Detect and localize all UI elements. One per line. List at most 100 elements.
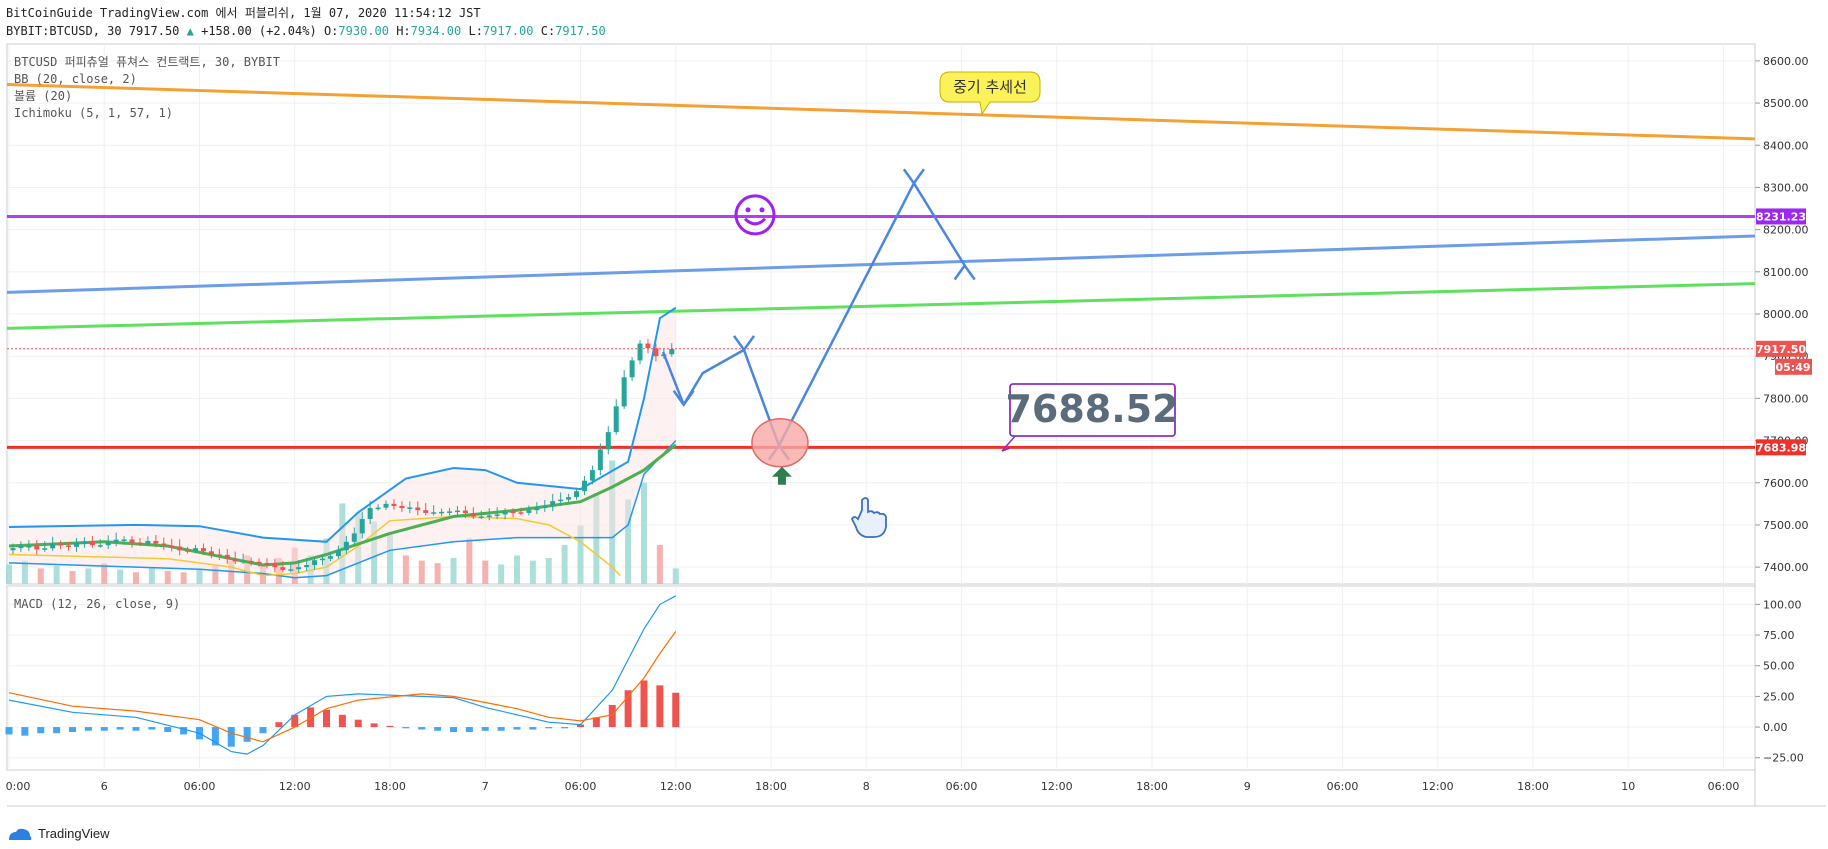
candle-body	[121, 539, 127, 541]
macd-histogram-bar	[275, 722, 283, 728]
high-value: 7934.00	[410, 24, 462, 38]
macd-line	[8, 595, 677, 755]
macd-histogram-bar	[180, 727, 188, 735]
candle-body	[454, 510, 460, 513]
macd-histogram-bar	[481, 727, 489, 731]
legend-bb[interactable]: BB (20, close, 2)	[14, 72, 137, 86]
candle-body	[327, 556, 333, 559]
candle-body	[574, 491, 580, 498]
time-tick-label: 18:00	[1517, 780, 1549, 793]
candle-body	[589, 470, 595, 481]
candle-body	[137, 542, 143, 545]
time-tick-label: 06:00	[1327, 780, 1359, 793]
macd-histogram-bar	[148, 727, 156, 730]
bb-upper-line	[8, 306, 677, 543]
volume-bar	[37, 568, 44, 584]
signal-line	[8, 631, 677, 743]
candle-body	[42, 548, 48, 550]
macd-tick-label: 0.00	[1763, 721, 1788, 734]
time-tick-label: 0:00	[6, 780, 31, 793]
smiley-eye	[759, 207, 765, 213]
countdown-badge-bg	[1775, 358, 1812, 375]
candle-body	[26, 546, 32, 548]
candle-body	[296, 567, 302, 570]
volume-bar	[450, 558, 457, 584]
candle-body	[431, 512, 437, 514]
bb-lower-line	[8, 440, 677, 579]
macd-histogram-bar	[164, 727, 172, 732]
arrowhead	[732, 335, 756, 353]
candle-body	[415, 507, 421, 511]
candle-body	[10, 548, 16, 551]
macd-histogram-bar	[116, 727, 124, 730]
last-price-badge: 7917.50	[1756, 343, 1806, 356]
macd-histogram-bar	[592, 717, 600, 728]
time-tick-label: 18:00	[755, 780, 787, 793]
time-tick-label: 06:00	[1708, 780, 1740, 793]
macd-tick-label: 25.00	[1763, 690, 1795, 703]
macd-histogram-bar	[608, 704, 616, 728]
macd-histogram-bar	[672, 692, 680, 728]
time-tick-label: 18:00	[374, 780, 406, 793]
tradingview-logo-icon	[9, 828, 32, 840]
macd-histogram-bar	[513, 727, 521, 730]
candle-body	[367, 508, 373, 520]
macd-histogram-bar	[465, 727, 473, 732]
candle-body	[439, 511, 445, 514]
candle-body	[34, 546, 40, 550]
tradingview-footer[interactable]: TradingView	[8, 826, 110, 841]
candle-body	[407, 507, 413, 509]
candle-body	[193, 548, 199, 551]
volume-bar	[656, 545, 663, 584]
macd-histogram-bar	[100, 727, 108, 731]
macd-histogram-bar	[53, 727, 61, 734]
candle-body	[50, 543, 56, 549]
candle-body	[534, 508, 540, 511]
volume-bar	[672, 568, 679, 584]
last-price-badge-bg	[1756, 340, 1806, 357]
volume-bar	[561, 545, 568, 584]
time-tick-label: 06:00	[946, 780, 978, 793]
candle-body	[312, 560, 318, 566]
close-value: 7917.50	[555, 24, 606, 38]
candle-body	[113, 539, 119, 543]
legend-volume[interactable]: 볼륨 (20)	[14, 89, 73, 103]
volume-bar	[577, 525, 584, 584]
candle-body	[161, 543, 167, 547]
macd-histogram-bar	[132, 727, 140, 731]
volume-bar	[641, 482, 647, 584]
candle-body	[280, 567, 286, 570]
volume-bar	[85, 568, 92, 584]
volume-bar	[514, 555, 520, 584]
candle-body	[18, 546, 24, 549]
macd-histogram-bar	[21, 727, 29, 736]
price-tick-label: 8500.00	[1763, 97, 1809, 110]
candle-body	[597, 449, 603, 471]
target-circle	[751, 418, 809, 468]
candle-body	[494, 514, 500, 516]
candle-body	[320, 558, 326, 561]
candle-body	[462, 510, 468, 514]
legend-ichimoku[interactable]: Ichimoku (5, 1, 57, 1)	[14, 106, 173, 120]
macd-histogram-bar	[529, 727, 537, 730]
callout-pointer	[1001, 434, 1017, 452]
candle-body	[621, 377, 627, 407]
smiley-mouth	[743, 217, 767, 226]
candle-body	[177, 546, 183, 551]
macd-histogram-bar	[402, 727, 410, 729]
candle-body	[343, 541, 349, 551]
volume-bar	[387, 534, 393, 584]
candle-body	[153, 540, 159, 544]
legend-macd[interactable]: MACD (12, 26, close, 9)	[14, 597, 181, 611]
low-label: L:	[468, 24, 483, 38]
candle-body	[383, 503, 389, 508]
macd-histogram-bar	[84, 727, 92, 731]
volume-bar	[6, 564, 12, 584]
legend-title[interactable]: BTCUSD 퍼피츄얼 퓨쳐스 컨트랙트, 30, BYBIT	[14, 55, 280, 69]
volume-bar	[545, 558, 552, 584]
indicator-legend: BTCUSD 퍼피츄얼 퓨쳐스 컨트랙트, 30, BYBIT BB (20, …	[14, 54, 280, 122]
candle-body	[669, 349, 675, 355]
arrowhead	[953, 263, 976, 281]
macd-tick-label: 50.00	[1763, 660, 1795, 673]
